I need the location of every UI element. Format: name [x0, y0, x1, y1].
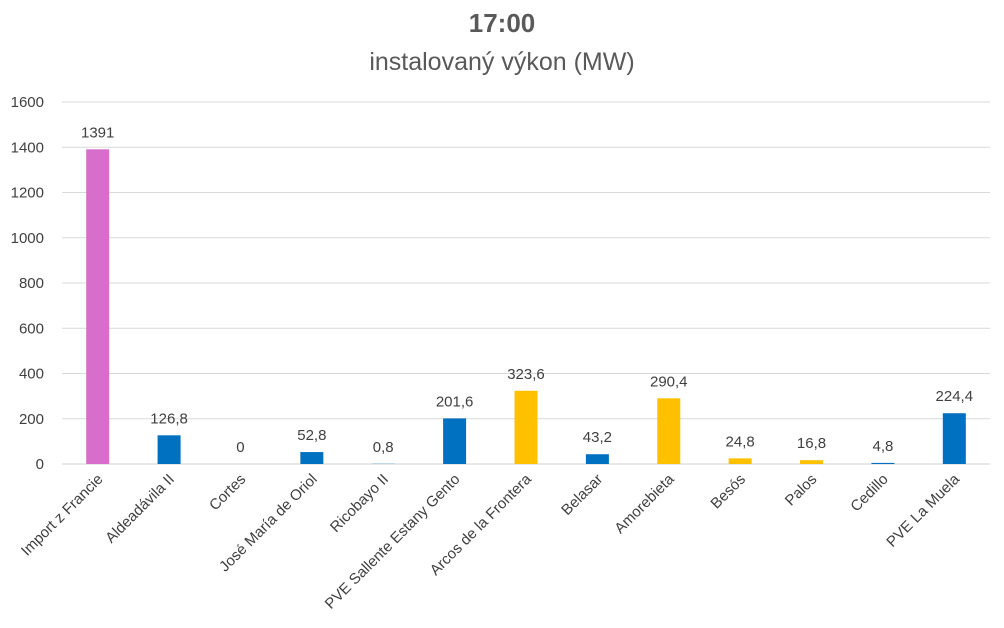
bar [443, 418, 467, 464]
data-label: 52,8 [297, 427, 326, 444]
bar [942, 413, 966, 464]
y-tick-label: 200 [19, 411, 44, 428]
x-tick-label: Amorebieta [611, 470, 678, 537]
x-tick-label: Belasar [558, 471, 606, 519]
bar [800, 460, 824, 464]
data-label: 323,6 [507, 366, 545, 383]
bar [86, 149, 110, 464]
data-label: 16,8 [797, 435, 826, 452]
chart-subtitle: instalovaný výkon (MW) [369, 48, 635, 76]
x-tick-label: Import z Francie [18, 471, 107, 560]
x-tick-label: PVE Sallente Estany Gento [322, 471, 464, 613]
y-tick-label: 1000 [11, 230, 44, 247]
y-tick-label: 400 [19, 366, 44, 383]
data-label: 43,2 [583, 429, 612, 446]
y-tick-label: 800 [19, 275, 44, 292]
data-label: 0,8 [373, 439, 394, 456]
bar [300, 452, 324, 464]
y-tick-label: 1400 [11, 139, 44, 156]
bar [871, 462, 895, 464]
x-tick-label: Aldeadávila II [102, 471, 178, 547]
bar [728, 458, 752, 464]
data-label: 201,6 [436, 393, 474, 410]
x-tick-label: Ricobayo II [327, 471, 392, 536]
y-tick-label: 1600 [11, 94, 44, 111]
data-label: 224,4 [936, 388, 974, 405]
bar [657, 398, 681, 464]
bar [585, 454, 609, 464]
data-label: 290,4 [650, 373, 688, 390]
y-tick-label: 600 [19, 320, 44, 337]
y-tick-label: 1200 [11, 185, 44, 202]
chart-title: 17:00 [468, 8, 536, 38]
data-label: 126,8 [150, 410, 188, 427]
x-tick-label: Palos [782, 471, 821, 510]
data-label: 4,8 [872, 438, 893, 455]
data-label: 1391 [81, 124, 114, 141]
y-tick-label: 0 [36, 456, 44, 473]
data-label: 24,8 [726, 433, 755, 450]
x-tick-label: Cedillo [847, 471, 891, 515]
bar [157, 435, 181, 464]
x-tick-label: Besós [707, 471, 749, 513]
data-label: 0 [236, 439, 244, 456]
x-tick-label: Cortes [206, 471, 249, 514]
x-tick-label: PVE La Muela [883, 470, 963, 550]
bar [514, 390, 538, 464]
